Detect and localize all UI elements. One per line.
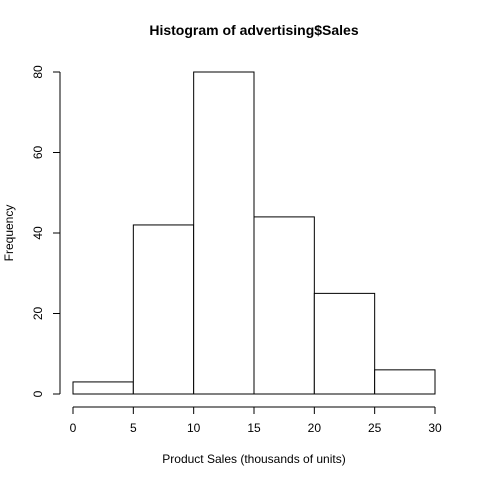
x-tick-label-0: 0 (70, 421, 77, 435)
y-tick-label-20: 20 (31, 307, 45, 321)
y-tick-label-60: 60 (31, 146, 45, 160)
y-tick-label-40: 40 (31, 226, 45, 240)
y-axis-label: Frequency (2, 205, 16, 262)
bar-20-25 (313, 292, 376, 395)
x-tick-label-10: 10 (187, 421, 201, 435)
bar-5-10 (132, 224, 195, 395)
x-tick-label-20: 20 (308, 421, 322, 435)
y-tick-label-0: 0 (31, 390, 45, 397)
bar-10-15 (193, 71, 255, 395)
bar-0-5 (72, 381, 134, 395)
x-axis: 0 5 10 15 20 25 30 (70, 406, 442, 435)
x-tick-label-15: 15 (247, 421, 261, 435)
x-axis-label: Product Sales (thousands of units) (162, 452, 345, 466)
x-tick-label-25: 25 (368, 421, 382, 435)
bars-group (72, 71, 436, 395)
x-tick-label-30: 30 (428, 421, 442, 435)
chart-title: Histogram of advertising$Sales (149, 22, 359, 38)
bar-25-30 (374, 369, 436, 395)
bar-15-20 (253, 216, 315, 395)
y-axis: 0 20 40 60 80 (31, 65, 61, 397)
y-tick-label-80: 80 (31, 65, 45, 79)
x-tick-label-5: 5 (130, 421, 137, 435)
